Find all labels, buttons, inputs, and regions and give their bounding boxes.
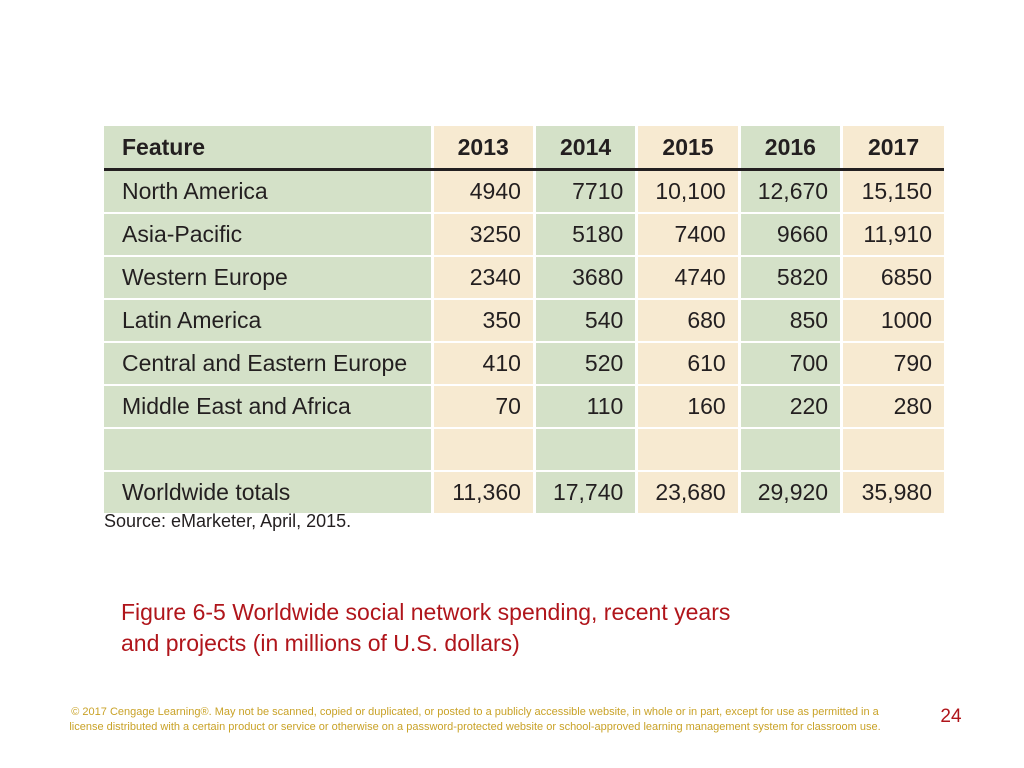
- table-cell: 1000: [840, 299, 944, 343]
- column-header-2014: 2014: [532, 126, 637, 171]
- table-cell: 5180: [532, 213, 637, 257]
- row-label: North America: [104, 169, 433, 214]
- column-header-2013: 2013: [430, 126, 535, 171]
- table-cell: 4740: [635, 256, 740, 300]
- table-cell: 29,920: [737, 471, 842, 515]
- table-cell: 6850: [840, 256, 944, 300]
- table-cell: 610: [635, 342, 740, 386]
- table-cell: 110: [532, 385, 637, 429]
- table-cell: [635, 428, 740, 472]
- table-cell: 680: [635, 299, 740, 343]
- table-cell: 23,680: [635, 471, 740, 515]
- table-cell: 17,740: [532, 471, 637, 515]
- table-row-spacer: [104, 428, 944, 472]
- table-cell: 12,670: [737, 169, 842, 214]
- row-label: Asia-Pacific: [104, 213, 433, 257]
- table-cell: 700: [737, 342, 842, 386]
- row-label: Latin America: [104, 299, 433, 343]
- table-row-totals: Worldwide totals 11,360 17,740 23,680 29…: [104, 471, 944, 515]
- table-row: Latin America 350 540 680 850 1000: [104, 299, 944, 343]
- table-cell: 5820: [737, 256, 842, 300]
- copyright-line: license distributed with a certain produ…: [69, 721, 881, 733]
- table-cell: 540: [532, 299, 637, 343]
- table-cell: 3250: [430, 213, 535, 257]
- row-label: Middle East and Africa: [104, 385, 433, 429]
- table-row: Middle East and Africa 70 110 160 220 28…: [104, 385, 944, 429]
- table-cell: 10,100: [635, 169, 740, 214]
- table-source-note: Source: eMarketer, April, 2015.: [104, 511, 352, 531]
- table-header-row: Feature 2013 2014 2015 2016 2017: [104, 126, 944, 171]
- column-header-2015: 2015: [635, 126, 740, 171]
- page-number: 24: [940, 706, 962, 727]
- column-header-feature: Feature: [104, 126, 433, 171]
- table-cell: 11,910: [840, 213, 944, 257]
- table-cell: 9660: [737, 213, 842, 257]
- table-cell: 15,150: [840, 169, 944, 214]
- table-cell: 2340: [430, 256, 535, 300]
- table-cell: 410: [430, 342, 535, 386]
- table-cell: 4940: [430, 169, 535, 214]
- table-row: Central and Eastern Europe 410 520 610 7…: [104, 342, 944, 386]
- copyright-notice: © 2017 Cengage Learning®. May not be sca…: [40, 705, 910, 735]
- table-cell: [532, 428, 637, 472]
- table-cell: 35,980: [840, 471, 944, 515]
- table-cell: 7400: [635, 213, 740, 257]
- table-row: Western Europe 2340 3680 4740 5820 6850: [104, 256, 944, 300]
- table-cell: 11,360: [430, 471, 535, 515]
- row-label: Central and Eastern Europe: [104, 342, 433, 386]
- table-cell: [840, 428, 944, 472]
- table-cell: 3680: [532, 256, 637, 300]
- column-header-2016: 2016: [737, 126, 842, 171]
- table-cell: 220: [737, 385, 842, 429]
- row-label: Worldwide totals: [104, 471, 433, 515]
- table-row: Asia-Pacific 3250 5180 7400 9660 11,910: [104, 213, 944, 257]
- figure-caption-line: and projects (in millions of U.S. dollar…: [121, 630, 520, 656]
- table-cell: 520: [532, 342, 637, 386]
- table-cell: 280: [840, 385, 944, 429]
- social-spending-table: Feature 2013 2014 2015 2016 2017 North A…: [104, 126, 944, 515]
- table-cell: 790: [840, 342, 944, 386]
- table-cell: [737, 428, 842, 472]
- table-row: North America 4940 7710 10,100 12,670 15…: [104, 169, 944, 214]
- row-label: Western Europe: [104, 256, 433, 300]
- table-cell: [430, 428, 535, 472]
- copyright-line: © 2017 Cengage Learning®. May not be sca…: [71, 706, 879, 718]
- figure-caption-line: Figure 6-5 Worldwide social network spen…: [121, 599, 731, 625]
- column-header-2017: 2017: [840, 126, 944, 171]
- table-cell: 850: [737, 299, 842, 343]
- table-cell: 160: [635, 385, 740, 429]
- table-cell: 70: [430, 385, 535, 429]
- table-cell: 7710: [532, 169, 637, 214]
- table-cell: 350: [430, 299, 535, 343]
- figure-caption: Figure 6-5 Worldwide social network spen…: [121, 597, 841, 659]
- row-label: [104, 428, 433, 472]
